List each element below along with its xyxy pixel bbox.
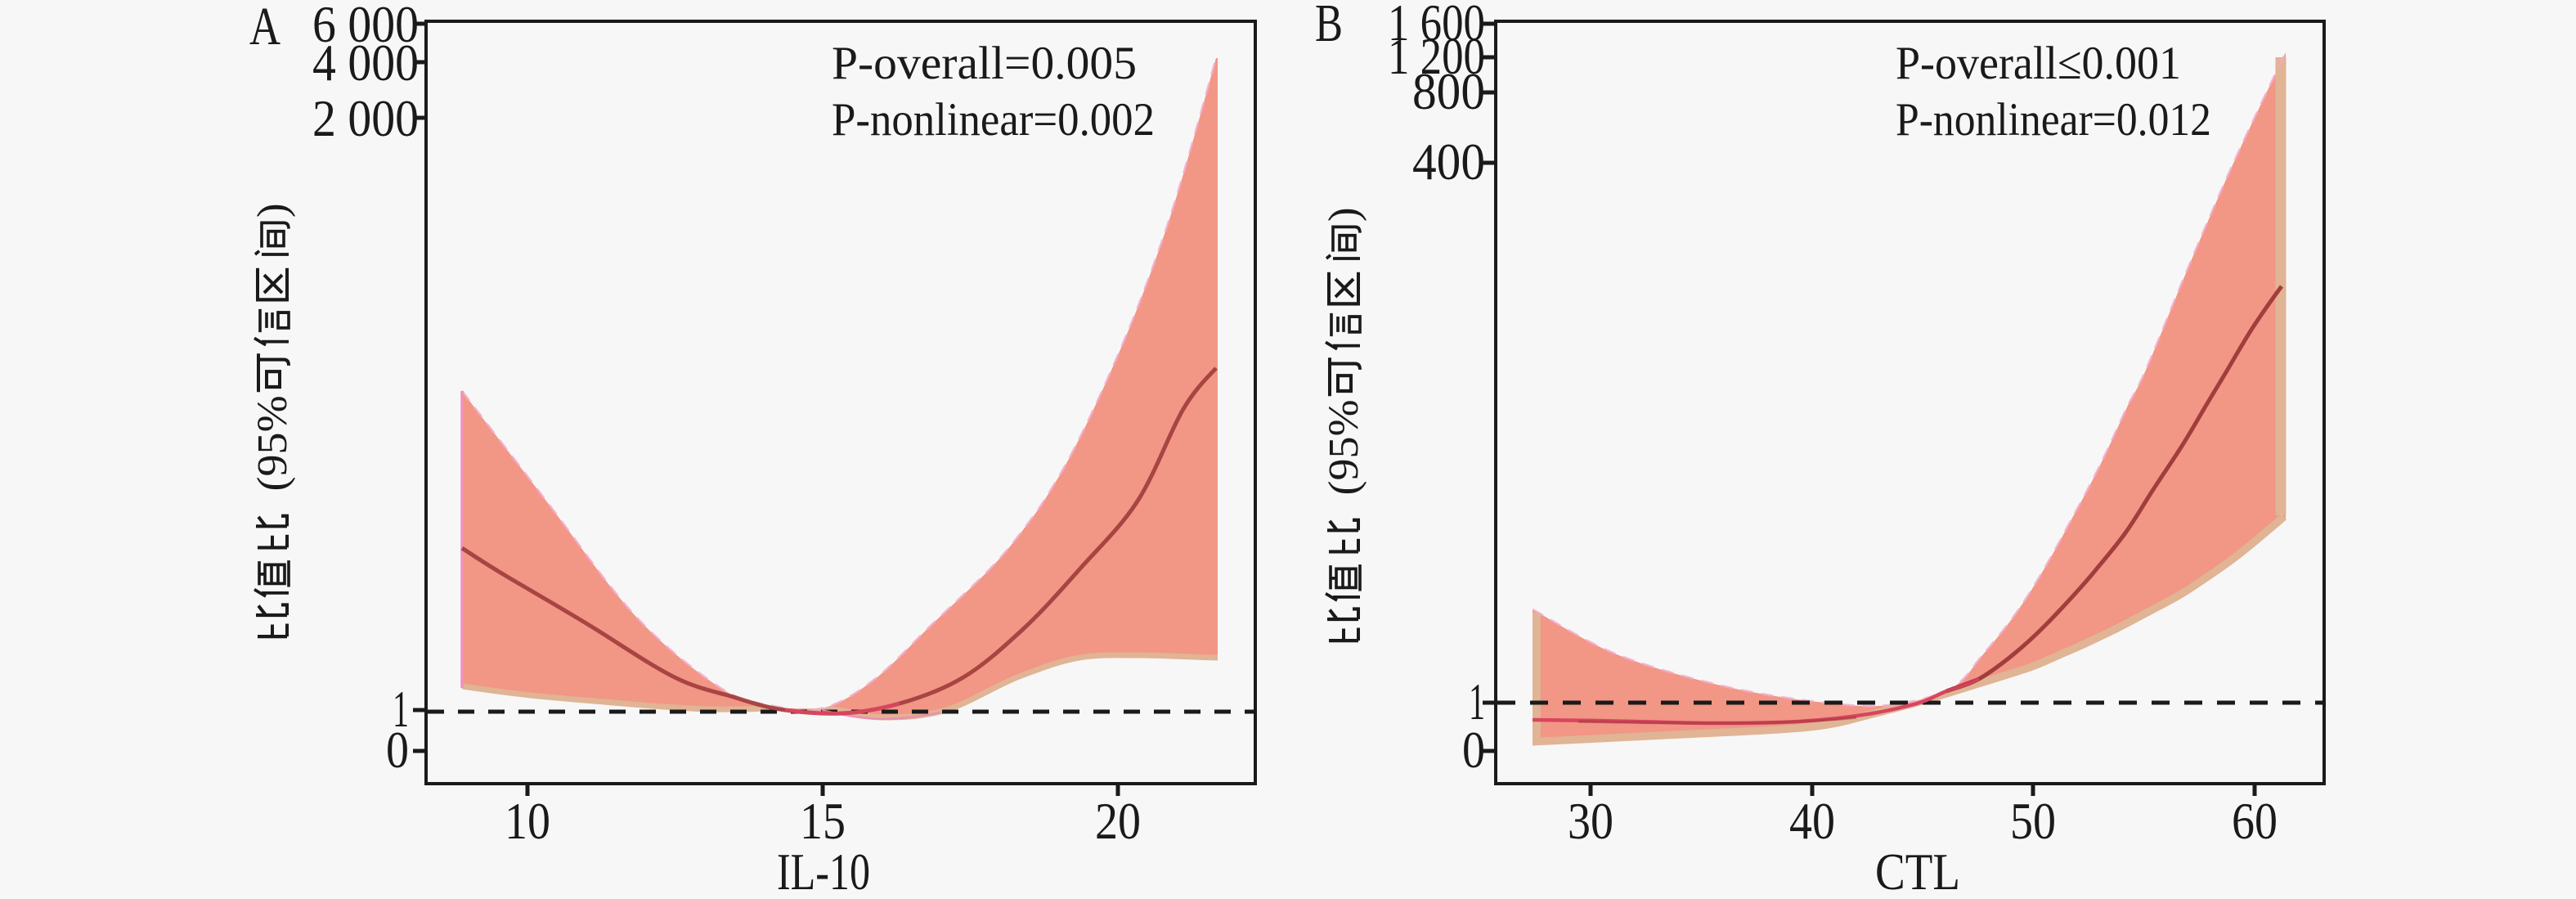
svg-text:P-nonlinear=0.002: P-nonlinear=0.002 xyxy=(832,94,1155,146)
svg-text:1 200: 1 200 xyxy=(1388,27,1485,85)
svg-text:CTL: CTL xyxy=(1875,843,1960,899)
svg-text:20: 20 xyxy=(1095,792,1141,850)
svg-text:P-overall=0.005: P-overall=0.005 xyxy=(832,38,1137,89)
svg-text:1: 1 xyxy=(393,680,409,738)
svg-text:30: 30 xyxy=(1568,792,1613,850)
svg-text:6 000: 6 000 xyxy=(312,0,419,53)
svg-text:2 000: 2 000 xyxy=(312,89,419,147)
svg-text:50: 50 xyxy=(2010,792,2056,850)
svg-text:800: 800 xyxy=(1412,62,1485,120)
svg-text:1: 1 xyxy=(1469,672,1485,730)
svg-text:4 000: 4 000 xyxy=(312,34,419,92)
svg-text:60: 60 xyxy=(2232,792,2278,850)
svg-text:P-nonlinear=0.012: P-nonlinear=0.012 xyxy=(1896,94,2211,146)
svg-text:15: 15 xyxy=(800,792,846,850)
svg-text:40: 40 xyxy=(1789,792,1835,850)
svg-text:P-overall≤0.001: P-overall≤0.001 xyxy=(1896,38,2181,89)
svg-text:10: 10 xyxy=(505,792,550,850)
svg-text:0: 0 xyxy=(386,721,409,779)
svg-text:1 600: 1 600 xyxy=(1388,0,1485,52)
svg-text:400: 400 xyxy=(1412,133,1485,191)
svg-text:A: A xyxy=(249,0,280,56)
svg-text:0: 0 xyxy=(1462,721,1485,779)
svg-text:B: B xyxy=(1315,0,1343,53)
svg-text:IL-10: IL-10 xyxy=(777,843,870,899)
